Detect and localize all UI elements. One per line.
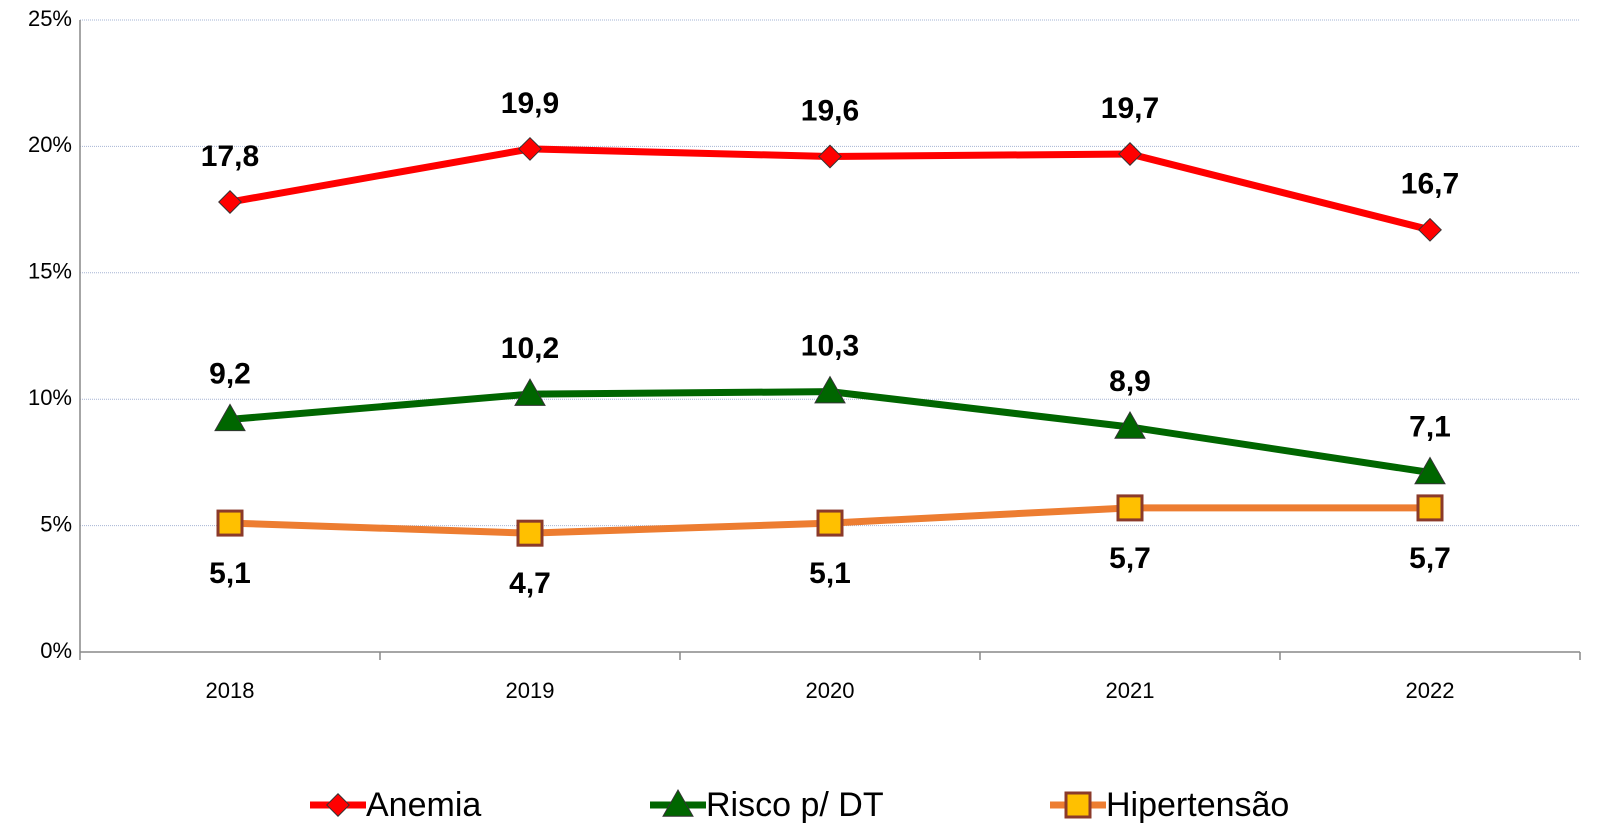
series-line — [229, 388, 1431, 476]
marker — [1416, 494, 1444, 522]
data-label: 19,7 — [1101, 92, 1159, 125]
y-tick-label: 10% — [28, 385, 72, 410]
legend-label: Hipertensão — [1106, 786, 1289, 824]
data-label: 5,1 — [809, 557, 851, 590]
marker — [1118, 142, 1142, 166]
data-label: 16,7 — [1401, 168, 1459, 201]
data-label: 19,6 — [801, 94, 859, 127]
x-tick-label: 2022 — [1406, 678, 1455, 703]
y-tick-label: 0% — [40, 638, 72, 663]
marker — [662, 788, 694, 817]
data-label: 5,7 — [1409, 542, 1451, 575]
data-label: 10,3 — [801, 330, 859, 363]
x-tick-label: 2018 — [206, 678, 255, 703]
legend-label: Risco p/ DT — [706, 786, 884, 824]
data-label: 7,1 — [1409, 410, 1451, 443]
data-label: 8,9 — [1109, 365, 1151, 398]
y-tick-label: 15% — [28, 259, 72, 284]
x-tick-label: 2019 — [506, 678, 555, 703]
y-tick-label: 5% — [40, 511, 72, 536]
marker — [326, 793, 350, 817]
x-tick-label: 2021 — [1106, 678, 1155, 703]
legend-label: Anemia — [366, 786, 481, 824]
y-tick-label: 20% — [28, 132, 72, 157]
data-label: 17,8 — [201, 140, 259, 173]
y-tick-label: 25% — [28, 6, 72, 31]
marker — [218, 190, 242, 214]
marker — [1114, 411, 1146, 439]
data-label: 4,7 — [509, 567, 551, 600]
data-label: 9,2 — [209, 357, 251, 390]
data-label: 5,1 — [209, 557, 251, 590]
marker — [818, 144, 842, 169]
marker — [514, 378, 546, 406]
x-tick-label: 2020 — [806, 678, 855, 703]
data-label: 19,9 — [501, 87, 559, 120]
marker — [1418, 217, 1442, 242]
data-label: 5,7 — [1109, 542, 1151, 575]
marker — [216, 509, 244, 537]
marker — [1116, 494, 1144, 522]
marker — [518, 136, 542, 161]
marker — [214, 403, 246, 432]
marker — [1064, 791, 1092, 819]
marker — [1414, 456, 1446, 485]
marker — [516, 519, 544, 547]
marker — [814, 375, 846, 404]
data-label: 10,2 — [501, 332, 559, 365]
marker — [816, 509, 844, 537]
